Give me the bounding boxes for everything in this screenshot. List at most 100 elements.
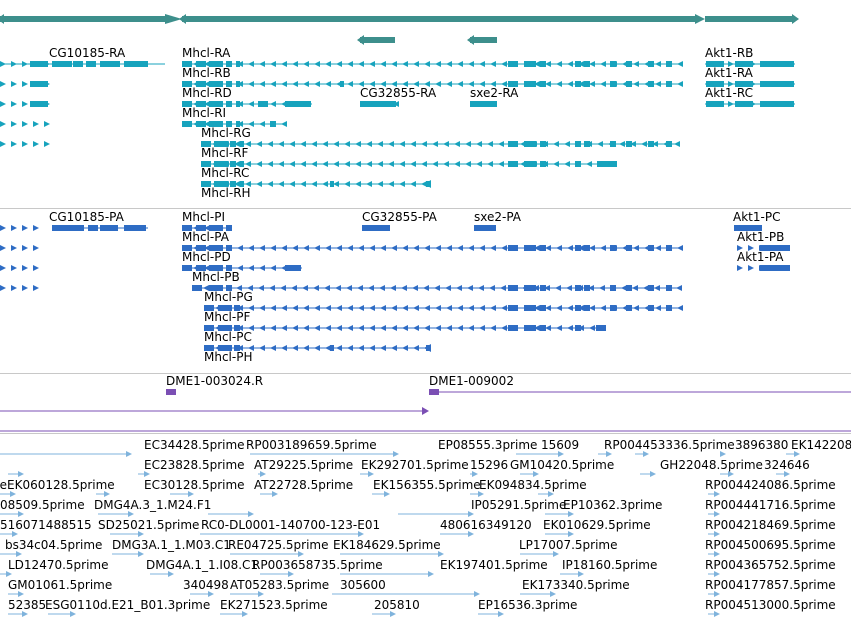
feature-block[interactable] — [360, 101, 396, 107]
strand-arrow — [545, 325, 551, 331]
feature-block[interactable] — [196, 265, 206, 271]
feature-block[interactable] — [648, 305, 654, 311]
strand-arrow — [739, 101, 745, 107]
strand-arrow — [11, 81, 17, 87]
feature-block[interactable] — [524, 81, 536, 87]
feature-block[interactable] — [196, 81, 206, 87]
gene-bar[interactable] — [705, 16, 795, 22]
feature-block[interactable] — [30, 81, 48, 87]
strand-arrow — [677, 81, 683, 87]
feature-block[interactable] — [524, 141, 536, 147]
feature-block[interactable] — [626, 245, 632, 251]
feature-block[interactable] — [597, 161, 617, 167]
feature-block[interactable] — [648, 141, 654, 147]
feature-block[interactable] — [760, 265, 790, 271]
strand-arrow — [237, 345, 243, 351]
feature-block[interactable] — [196, 101, 206, 107]
feature-block[interactable] — [470, 101, 497, 107]
feature-block[interactable] — [230, 181, 236, 187]
feature-block[interactable] — [330, 345, 334, 351]
feature-block[interactable] — [524, 285, 536, 291]
feature-block[interactable] — [540, 61, 546, 67]
feature-block[interactable] — [626, 305, 632, 311]
feature-block[interactable] — [100, 225, 118, 231]
strand-arrow — [677, 305, 683, 311]
insertion-block[interactable] — [166, 389, 176, 395]
feature-block[interactable] — [584, 61, 590, 67]
feature-block[interactable] — [196, 225, 206, 231]
strand-arrow — [783, 101, 789, 107]
feature-block[interactable] — [124, 225, 146, 231]
feature-block[interactable] — [706, 61, 724, 67]
gene-bar[interactable] — [182, 16, 695, 22]
feature-block[interactable] — [362, 225, 390, 231]
gene-bar[interactable] — [360, 37, 395, 43]
feature-block[interactable] — [524, 245, 536, 251]
feature-block[interactable] — [706, 81, 724, 87]
strand-arrow — [168, 571, 174, 577]
feature-block[interactable] — [230, 141, 236, 147]
feature-block[interactable] — [584, 81, 590, 87]
strand-arrow — [567, 81, 573, 87]
feature-block[interactable] — [196, 245, 206, 251]
feature-block[interactable] — [706, 101, 724, 107]
feature-block[interactable] — [524, 325, 536, 331]
feature-block[interactable] — [760, 245, 790, 251]
strand-arrow — [600, 61, 606, 67]
feature-block[interactable] — [584, 285, 590, 291]
feature-block[interactable] — [540, 81, 546, 87]
feature-block[interactable] — [584, 245, 590, 251]
feature-block[interactable] — [524, 305, 536, 311]
feature-block[interactable] — [524, 161, 536, 167]
feature-block[interactable] — [218, 345, 232, 351]
feature-block[interactable] — [88, 225, 98, 231]
strand-arrow — [182, 121, 188, 127]
feature-block[interactable] — [240, 181, 244, 187]
strand-arrow — [22, 611, 28, 617]
feature-label: Mhcl-PG — [204, 290, 253, 304]
feature-block[interactable] — [214, 141, 228, 147]
feature-block[interactable] — [52, 225, 70, 231]
strand-arrow — [739, 81, 745, 87]
gene-bar[interactable] — [0, 16, 165, 22]
feature-block[interactable] — [30, 101, 48, 107]
feature-block[interactable] — [626, 61, 632, 67]
feature-block[interactable] — [196, 61, 206, 67]
feature-block[interactable] — [626, 141, 632, 147]
feature-block[interactable] — [626, 81, 632, 87]
feature-block[interactable] — [540, 305, 546, 311]
feature-block[interactable] — [240, 161, 244, 167]
strand-arrow — [215, 81, 221, 87]
feature-block[interactable] — [648, 81, 654, 87]
feature-block[interactable] — [230, 161, 236, 167]
strand-arrow — [369, 325, 375, 331]
feature-block[interactable] — [218, 325, 232, 331]
strand-arrow — [748, 265, 754, 271]
feature-block[interactable] — [214, 161, 228, 167]
strand-arrow — [204, 245, 210, 251]
feature-block[interactable] — [524, 61, 536, 67]
feature-block[interactable] — [70, 225, 84, 231]
feature-block[interactable] — [540, 285, 546, 291]
feature-block[interactable] — [214, 181, 228, 187]
gene-bar[interactable] — [470, 37, 497, 43]
strand-arrow — [633, 245, 639, 251]
feature-block[interactable] — [330, 181, 334, 187]
feature-block[interactable] — [196, 121, 206, 127]
strand-arrow — [728, 61, 734, 67]
strand-arrow — [22, 81, 28, 87]
feature-block[interactable] — [540, 325, 546, 331]
feature-block[interactable] — [474, 225, 496, 231]
feature-block[interactable] — [584, 305, 590, 311]
feature-block[interactable] — [648, 285, 654, 291]
strand-arrow — [511, 285, 517, 291]
feature-block[interactable] — [540, 245, 546, 251]
strand-arrow — [248, 121, 254, 127]
feature-block[interactable] — [626, 285, 632, 291]
feature-block[interactable] — [218, 305, 232, 311]
feature-block[interactable] — [240, 141, 244, 147]
feature-block[interactable] — [648, 245, 654, 251]
feature-block[interactable] — [648, 61, 654, 67]
